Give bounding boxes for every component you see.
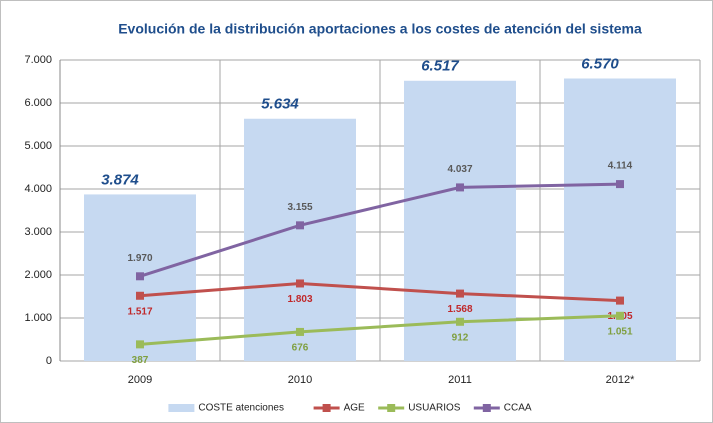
y-tick-label: 5.000 [24, 140, 52, 152]
bar-value-label: 3.874 [101, 171, 139, 188]
legend-marker [387, 404, 396, 412]
line-marker [456, 317, 464, 326]
y-tick-label: 6.000 [24, 97, 52, 109]
line-value-label: 1.517 [127, 306, 152, 317]
x-tick-label: 2010 [288, 374, 312, 386]
line-value-label: 676 [292, 343, 309, 354]
line-marker [136, 272, 144, 281]
y-tick-label: 7.000 [24, 54, 52, 66]
bar-value-label: 5.634 [261, 96, 299, 113]
line-value-label: 1.803 [287, 294, 312, 305]
legend-marker [482, 404, 491, 412]
bar [244, 118, 356, 361]
x-tick-label: 2012* [606, 374, 635, 386]
y-tick-label: 3.000 [24, 226, 52, 238]
line-marker [456, 183, 464, 192]
line-value-label: 4.114 [608, 161, 633, 172]
legend-label: AGE [344, 403, 365, 414]
line-value-label: 1.568 [447, 304, 472, 315]
line-value-label: 1.970 [127, 253, 152, 264]
bar [404, 80, 516, 362]
legend-swatch [168, 404, 195, 412]
legend-label: USUARIOS [408, 403, 461, 414]
y-tick-label: 0 [46, 355, 52, 367]
line-series [139, 281, 621, 303]
line-value-label: 3.155 [287, 202, 312, 213]
x-tick-label: 2011 [448, 374, 472, 386]
line-marker [616, 311, 624, 320]
chart-title: Evolución de la distribución aportacione… [118, 21, 642, 37]
line-series [139, 314, 621, 346]
bar-value-label: 6.517 [421, 58, 459, 75]
legend-label: CCAA [504, 403, 532, 414]
line-marker [616, 296, 624, 305]
line-marker [616, 180, 624, 189]
line-marker [136, 340, 144, 349]
line-marker [456, 289, 464, 298]
line-value-label: 912 [452, 332, 469, 343]
legend-marker [322, 404, 331, 412]
y-tick-label: 1.000 [24, 312, 52, 324]
bar-value-label: 6.570 [581, 55, 619, 72]
line-marker [296, 327, 304, 336]
line-marker [296, 279, 304, 288]
y-tick-label: 4.000 [24, 183, 52, 195]
y-tick-label: 2.000 [24, 269, 52, 281]
line-marker [136, 291, 144, 300]
line-series [139, 182, 621, 278]
x-tick-label: 2009 [128, 374, 152, 386]
line-value-label: 4.037 [447, 164, 472, 175]
line-marker [296, 221, 304, 230]
line-value-label: 387 [132, 355, 149, 366]
line-value-label: 1.051 [607, 326, 632, 337]
legend-label: COSTE atenciones [198, 403, 284, 414]
